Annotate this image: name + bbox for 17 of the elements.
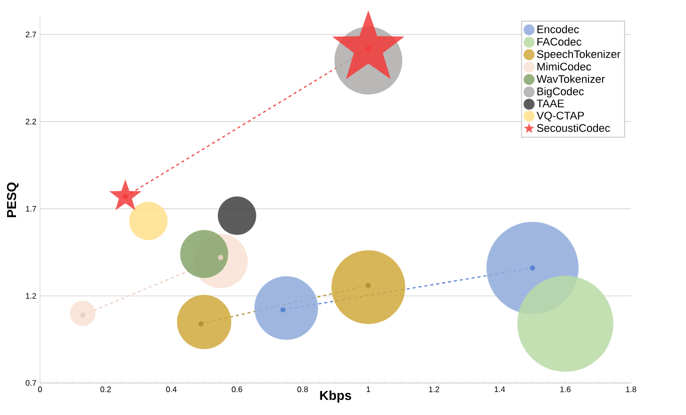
legend-label: BigCodec: [537, 87, 584, 98]
legend-label: WavTokenizer: [536, 74, 605, 83]
legend-label: Encodec: [537, 25, 579, 34]
legend-label: SecoustiCodec: [537, 124, 610, 132]
legend-label: SpeechTokenizer: [537, 50, 620, 60]
legend-label: FACodec: [537, 38, 582, 46]
point: [530, 265, 536, 271]
point: [218, 254, 224, 260]
point: [198, 321, 204, 326]
legend-label: TAAE: [536, 100, 564, 108]
point: [80, 312, 86, 318]
y-axis-title: PESQ: [6, 182, 19, 218]
x-axis-title: Kbps: [320, 390, 352, 403]
point: [280, 307, 286, 312]
legend-label: VQ-CTAP: [536, 112, 584, 122]
legend-label: MimiCodec: [537, 62, 592, 70]
point: [366, 282, 371, 288]
